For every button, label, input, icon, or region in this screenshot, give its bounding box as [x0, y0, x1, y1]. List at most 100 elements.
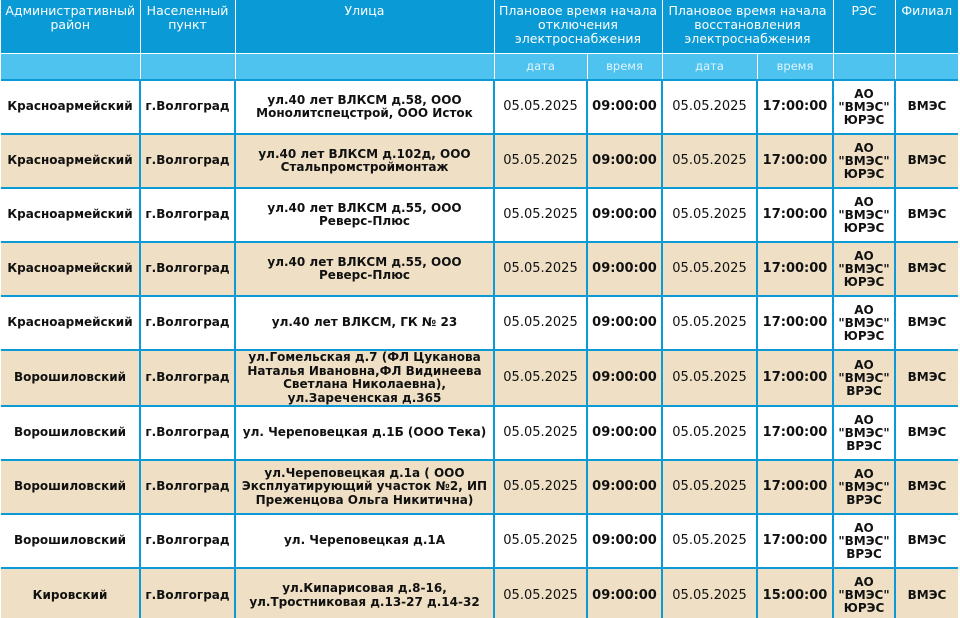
cell-district: Ворошиловский — [1, 459, 140, 514]
subheader-empty — [894, 52, 958, 80]
cell-on-time: 17:00:00 — [756, 405, 833, 460]
cell-street: ул.40 лет ВЛКСМ д.102д, ООО Стальпромстр… — [234, 133, 494, 188]
res-line-2: "ВМЭС" — [838, 261, 890, 276]
cell-on-date: 05.05.2025 — [661, 567, 757, 618]
cell-res: АО "ВМЭС" ВРЭС — [832, 349, 895, 406]
cell-off-time: 09:00:00 — [586, 241, 662, 296]
cell-locality: г.Волгоград — [139, 79, 235, 134]
subheader-empty — [139, 52, 235, 80]
cell-street: ул.Череповецкая д.1а ( ООО Эксплуатирующ… — [234, 459, 494, 514]
table-row: Ворошиловский г.Волгоград ул.Череповецка… — [1, 459, 958, 514]
cell-street: ул. Череповецкая д.1А — [234, 513, 494, 568]
cell-on-time: 15:00:00 — [756, 567, 833, 618]
subheader-on-time: время — [756, 52, 833, 80]
res-line-3: ЮРЭС — [843, 274, 885, 289]
cell-street: ул.40 лет ВЛКСМ д.55, ООО Реверс-Плюс — [234, 187, 494, 242]
header-street: Улица — [234, 0, 494, 53]
cell-off-time: 09:00:00 — [586, 187, 662, 242]
cell-off-time: 09:00:00 — [586, 295, 662, 350]
header-locality: Населенный пункт — [139, 0, 235, 53]
cell-locality: г.Волгоград — [139, 241, 235, 296]
cell-branch: ВМЭС — [894, 405, 958, 460]
cell-on-time: 17:00:00 — [756, 133, 833, 188]
res-line-3: ЮРЭС — [843, 166, 885, 181]
cell-locality: г.Волгоград — [139, 187, 235, 242]
cell-street: ул. Череповецкая д.1Б (ООО Тека) — [234, 405, 494, 460]
res-line-1: АО — [854, 248, 874, 263]
table-row: Красноармейский г.Волгоград ул.40 лет ВЛ… — [1, 241, 958, 296]
cell-on-time: 17:00:00 — [756, 349, 833, 406]
cell-district: Красноармейский — [1, 241, 140, 296]
cell-street: ул.Гомельская д.7 (ФЛ Цуканова Наталья И… — [234, 349, 494, 406]
header-branch: Филиал — [894, 0, 958, 53]
res-line-2: "ВМЭС" — [838, 99, 890, 114]
res-line-3: ВРЭС — [846, 438, 882, 453]
cell-branch: ВМЭС — [894, 241, 958, 296]
cell-branch: ВМЭС — [894, 187, 958, 242]
cell-locality: г.Волгоград — [139, 295, 235, 350]
cell-on-time: 17:00:00 — [756, 295, 833, 350]
cell-res: АО "ВМЭС" ВРЭС — [832, 405, 895, 460]
res-line-2: "ВМЭС" — [838, 370, 890, 385]
cell-district: Кировский — [1, 567, 140, 618]
res-line-1: АО — [854, 466, 874, 481]
res-line-1: АО — [854, 140, 874, 155]
res-line-3: ЮРЭС — [843, 601, 885, 615]
res-line-3: ВРЭС — [846, 383, 882, 398]
res-line-3: ВРЭС — [846, 546, 882, 561]
table-row: Красноармейский г.Волгоград ул.40 лет ВЛ… — [1, 295, 958, 350]
cell-on-date: 05.05.2025 — [661, 187, 757, 242]
res-line-2: "ВМЭС" — [838, 315, 890, 330]
table-body: Красноармейский г.Волгоград ул.40 лет ВЛ… — [1, 79, 958, 618]
cell-district: Красноармейский — [1, 295, 140, 350]
table-row: Ворошиловский г.Волгоград ул.Гомельская … — [1, 349, 958, 406]
cell-off-date: 05.05.2025 — [493, 241, 587, 296]
cell-res: АО "ВМЭС" ЮРЭС — [832, 567, 895, 618]
header-planned-off: Плановое время начала отключения электро… — [493, 0, 662, 53]
cell-street: ул.Кипарисовая д.8-16, ул.Тростниковая д… — [234, 567, 494, 618]
res-line-1: АО — [854, 357, 874, 372]
cell-locality: г.Волгоград — [139, 349, 235, 406]
table-row: Ворошиловский г.Волгоград ул. Череповецк… — [1, 405, 958, 460]
subheader-off-time: время — [586, 52, 662, 80]
cell-res: АО "ВМЭС" ВРЭС — [832, 459, 895, 514]
cell-res: АО "ВМЭС" ЮРЭС — [832, 295, 895, 350]
subheader-off-date: дата — [493, 52, 587, 80]
cell-off-time: 09:00:00 — [586, 459, 662, 514]
cell-off-time: 09:00:00 — [586, 349, 662, 406]
table-row: Кировский г.Волгоград ул.Кипарисовая д.8… — [1, 567, 958, 618]
cell-off-date: 05.05.2025 — [493, 187, 587, 242]
res-line-1: АО — [854, 520, 874, 535]
cell-off-time: 09:00:00 — [586, 133, 662, 188]
cell-on-date: 05.05.2025 — [661, 295, 757, 350]
table-row: Красноармейский г.Волгоград ул.40 лет ВЛ… — [1, 187, 958, 242]
cell-res: АО "ВМЭС" ЮРЭС — [832, 133, 895, 188]
cell-off-date: 05.05.2025 — [493, 567, 587, 618]
cell-off-time: 09:00:00 — [586, 405, 662, 460]
cell-branch: ВМЭС — [894, 79, 958, 134]
res-line-2: "ВМЭС" — [838, 533, 890, 548]
cell-district: Красноармейский — [1, 133, 140, 188]
res-line-1: АО — [854, 302, 874, 317]
cell-off-time: 09:00:00 — [586, 513, 662, 568]
cell-district: Красноармейский — [1, 79, 140, 134]
cell-district: Ворошиловский — [1, 513, 140, 568]
cell-on-date: 05.05.2025 — [661, 79, 757, 134]
cell-street: ул.40 лет ВЛКСМ д.55, ООО Реверс-Плюс — [234, 241, 494, 296]
cell-locality: г.Волгоград — [139, 405, 235, 460]
res-line-3: ЮРЭС — [843, 112, 885, 127]
subheader-empty — [234, 52, 494, 80]
header-res: РЭС — [832, 0, 895, 53]
res-line-3: ЮРЭС — [843, 328, 885, 343]
subheader-empty — [832, 52, 895, 80]
res-line-1: АО — [854, 575, 874, 589]
cell-on-time: 17:00:00 — [756, 187, 833, 242]
cell-on-time: 17:00:00 — [756, 513, 833, 568]
cell-branch: ВМЭС — [894, 295, 958, 350]
cell-street: ул.40 лет ВЛКСМ, ГК № 23 — [234, 295, 494, 350]
cell-branch: ВМЭС — [894, 513, 958, 568]
cell-res: АО "ВМЭС" ВРЭС — [832, 513, 895, 568]
subheader-empty — [1, 52, 140, 80]
